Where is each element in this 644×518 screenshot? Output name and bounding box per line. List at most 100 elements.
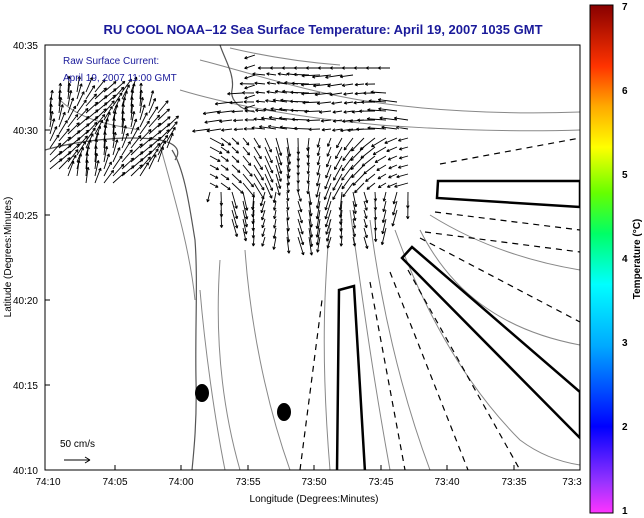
current-vector	[220, 146, 230, 154]
current-vector	[332, 119, 343, 123]
current-vector	[366, 117, 387, 121]
current-vector	[329, 66, 342, 70]
current-vector	[112, 171, 126, 184]
current-vector	[67, 82, 72, 100]
current-vector	[363, 218, 368, 229]
current-vector	[297, 200, 303, 213]
current-vector	[264, 164, 274, 183]
current-vector	[286, 200, 290, 211]
current-vector	[231, 200, 239, 220]
current-vector	[206, 191, 211, 203]
current-vector	[335, 146, 343, 160]
current-vector	[121, 125, 127, 142]
overlay-line2: April 19, 2007 11:00 GMT	[63, 73, 177, 84]
current-vector	[251, 236, 256, 247]
current-vector	[219, 119, 233, 124]
current-vector	[274, 89, 288, 94]
current-vector	[49, 150, 63, 163]
current-vector	[341, 66, 354, 70]
current-vector	[354, 91, 365, 96]
current-vector	[320, 119, 332, 123]
current-vector	[398, 146, 409, 151]
current-vector	[49, 158, 63, 170]
current-vector	[242, 173, 255, 188]
current-vector	[272, 200, 277, 211]
current-vector	[286, 182, 290, 194]
current-vector	[340, 128, 354, 133]
current-vector	[315, 173, 321, 187]
x-axis-label: Longitude (Degrees:Minutes)	[250, 494, 379, 505]
current-vectors	[49, 54, 410, 256]
current-vector	[67, 160, 75, 177]
current-vector	[371, 137, 387, 148]
current-vector	[265, 99, 277, 103]
colorbar-tick-label: 6	[622, 86, 628, 97]
current-vector	[306, 118, 321, 123]
current-vector	[229, 100, 244, 105]
current-vector	[85, 166, 90, 184]
current-vector	[275, 173, 282, 189]
current-vector	[343, 101, 354, 105]
colorbar-tick-label: 5	[622, 170, 628, 181]
current-vector	[244, 104, 256, 110]
current-vector	[316, 146, 321, 157]
current-vector	[325, 218, 332, 235]
current-vector	[275, 146, 283, 166]
colorbar-tick-label: 1	[622, 506, 628, 517]
current-vector	[58, 128, 70, 142]
current-vector	[293, 126, 310, 131]
current-vector	[112, 92, 123, 107]
current-vector	[378, 107, 398, 112]
current-vector	[242, 137, 250, 146]
current-vector	[377, 182, 387, 189]
current-vector	[112, 124, 116, 142]
current-vector	[364, 82, 376, 86]
current-vector	[148, 114, 161, 128]
current-vector	[363, 191, 369, 204]
current-vector	[139, 120, 150, 135]
current-vector	[121, 117, 126, 135]
current-vector	[49, 110, 54, 128]
current-vector	[316, 137, 321, 148]
current-vector	[272, 236, 277, 250]
current-vector	[353, 66, 366, 70]
current-vector	[253, 164, 264, 181]
colorbar-tick-label: 4	[622, 254, 628, 265]
current-vector	[387, 155, 398, 161]
current-vector	[343, 110, 354, 114]
current-vector	[76, 83, 83, 100]
x-tick-label: 73:55	[235, 477, 260, 488]
current-vector	[231, 209, 239, 229]
current-vector	[121, 110, 125, 128]
current-vector	[260, 209, 266, 221]
current-vector	[341, 83, 354, 87]
x-tick-label: 74:05	[102, 477, 127, 488]
current-vector	[253, 137, 261, 149]
current-vector	[308, 236, 314, 256]
current-vector	[311, 74, 332, 79]
current-vector	[67, 105, 77, 121]
current-vector	[316, 155, 321, 166]
current-vector	[277, 72, 288, 76]
x-tick-label: 73:3	[562, 477, 582, 488]
current-vector	[363, 209, 368, 219]
current-vector	[316, 164, 321, 176]
current-vector	[373, 227, 378, 242]
current-vector	[85, 76, 93, 93]
current-vector	[130, 135, 142, 149]
current-vector	[297, 236, 305, 256]
current-vector	[332, 182, 343, 200]
current-vector	[94, 167, 102, 184]
current-vector	[244, 54, 256, 60]
current-vector	[358, 109, 376, 113]
current-vector	[253, 117, 266, 121]
x-tick-label: 73:40	[434, 477, 459, 488]
current-vector	[264, 146, 273, 164]
current-vector	[204, 119, 222, 124]
current-vector	[341, 164, 354, 181]
current-vector	[139, 104, 146, 121]
current-vector	[103, 138, 108, 156]
station-marker	[277, 403, 291, 421]
y-axis: 40:35 40:30 40:25 40:20 40:15 40:10	[13, 41, 50, 477]
map-area	[45, 45, 580, 470]
